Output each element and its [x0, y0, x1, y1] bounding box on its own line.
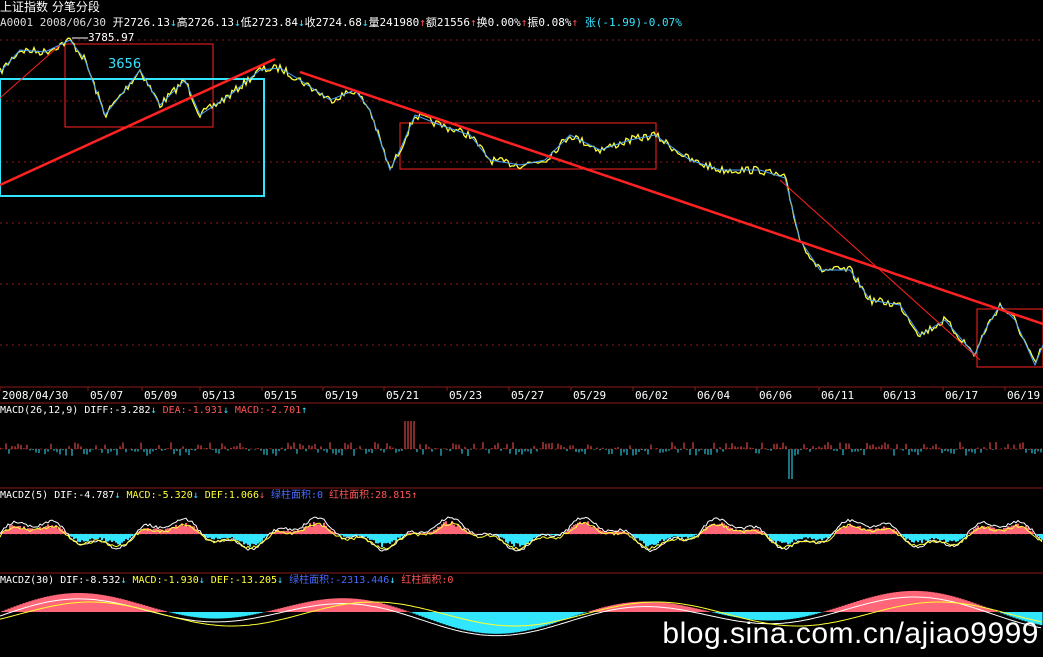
- date-axis: 2008/04/30 05/07 05/09 05/13 05/15 05/19 05/21…: [0, 387, 1040, 402]
- quote-bar: A0001 2008/06/30 开2726.13↓高2726.13↓低2723…: [0, 16, 682, 29]
- macdz5-macd-line: [0, 521, 1043, 551]
- macd-label: MACD(26,12,9): [0, 405, 79, 416]
- high-label: 高: [176, 16, 188, 29]
- level-mark-label: 3656: [108, 57, 142, 72]
- turnover-label: 换: [476, 16, 488, 29]
- date-axis-label: 05/19: [325, 389, 358, 402]
- date-axis-label: 2008/04/30: [2, 389, 68, 402]
- macdz5-panel-header: MACDZ(5) DIF:-4.787↓ MACD:-5.320↓ DEF:1.…: [0, 490, 418, 501]
- security-code: A0001: [0, 16, 34, 29]
- date-axis-label: 05/15: [264, 389, 297, 402]
- thin-trend-line-right: [779, 179, 981, 361]
- uptrend-line: [0, 57, 276, 187]
- amplitude-label: 振: [527, 16, 539, 29]
- macdz30-macd-line: [0, 601, 1042, 627]
- macd-diff: DIFF:-3.282: [84, 405, 151, 416]
- watermark: blog.sina.com.cn/ajiao9999: [662, 617, 1039, 650]
- high-value: 2726.13: [187, 16, 234, 29]
- segment-box-1: [64, 43, 214, 128]
- macdz5-red-area: 红柱面积:28.815: [329, 490, 412, 501]
- change-label: 张: [584, 16, 596, 29]
- amplitude-value: 0.08%: [538, 16, 572, 29]
- date-axis-label: 05/09: [144, 389, 177, 402]
- thin-trend-line-left: [0, 44, 61, 99]
- segment-box-2: [399, 122, 657, 170]
- macd-dea: DEA:-1.931: [162, 405, 223, 416]
- macd-histogram: [0, 421, 1042, 479]
- close-value: 2724.68: [315, 16, 362, 29]
- macdz5-macd: MACD:-5.320: [126, 490, 193, 501]
- macdz30-green-area: 绿柱面积:-2313.446: [289, 575, 390, 586]
- price-series: [0, 37, 1043, 364]
- date-axis-label: 06/11: [821, 389, 854, 402]
- price-grid: [0, 39, 1043, 346]
- high-mark-label: 3785.97: [88, 31, 135, 44]
- macd-panel-header: MACD(26,12,9) DIFF:-3.282↓ DEA:-1.931↓ M…: [0, 405, 308, 416]
- date-axis-label: 06/17: [945, 389, 978, 402]
- segment-box-cyan: [0, 78, 265, 197]
- date-axis-label: 05/07: [90, 389, 123, 402]
- date-axis-label: 06/19: [1007, 389, 1040, 402]
- macdz5-dif-line: [0, 516, 1043, 553]
- date-axis-label: 05/21: [386, 389, 419, 402]
- date-axis-label: 06/06: [759, 389, 792, 402]
- segment-box-3: [976, 308, 1043, 368]
- macdz5-dif: DIF:-4.787: [54, 490, 115, 501]
- volume-value: 241980: [379, 16, 420, 29]
- macdz30-panel-header: MACDZ(30) DIF:-8.532↓ MACD:-1.930↓ DEF:-…: [0, 575, 454, 586]
- stroke-segment-series: [0, 39, 1043, 367]
- macd-value: MACD:-2.701: [234, 405, 302, 416]
- low-label: 低: [240, 16, 252, 29]
- downtrend-line: [299, 70, 1043, 326]
- macdz30-macd: MACD:-1.930: [132, 575, 199, 586]
- macdz30-red-area: 红柱面积:0: [401, 575, 454, 586]
- turnover-value: 0.00%: [487, 16, 521, 29]
- macdz30-def: DEF:-13.205: [210, 575, 278, 586]
- volume-label: 量: [368, 16, 380, 29]
- date-axis-label: 05/27: [511, 389, 544, 402]
- macdz5-green-area: 绿柱面积:0: [271, 490, 324, 501]
- close-label: 收: [304, 16, 316, 29]
- date-axis-label: 06/13: [883, 389, 916, 402]
- macdz5-def: DEF:1.066: [204, 490, 259, 501]
- low-value: 2723.84: [251, 16, 298, 29]
- macdz5-label: MACDZ(5): [0, 490, 49, 501]
- chart-title: 上证指数 分笔分段: [0, 0, 100, 14]
- date-axis-label: 06/02: [635, 389, 668, 402]
- open-label: 开: [112, 16, 124, 29]
- date-axis-label: 05/13: [202, 389, 235, 402]
- open-value: 2726.13: [123, 16, 170, 29]
- amount-value: 21556: [436, 16, 471, 29]
- amount-label: 额: [425, 16, 437, 29]
- date-axis-label: 06/04: [697, 389, 730, 402]
- change-value: (-1.99)-0.07%: [595, 16, 682, 29]
- date-axis-label: 05/23: [449, 389, 482, 402]
- macdz30-dif: DIF:-8.532: [60, 575, 121, 586]
- quote-date: 2008/06/30: [39, 16, 106, 29]
- macdz30-label: MACDZ(30): [0, 575, 55, 586]
- date-axis-label: 05/29: [573, 389, 606, 402]
